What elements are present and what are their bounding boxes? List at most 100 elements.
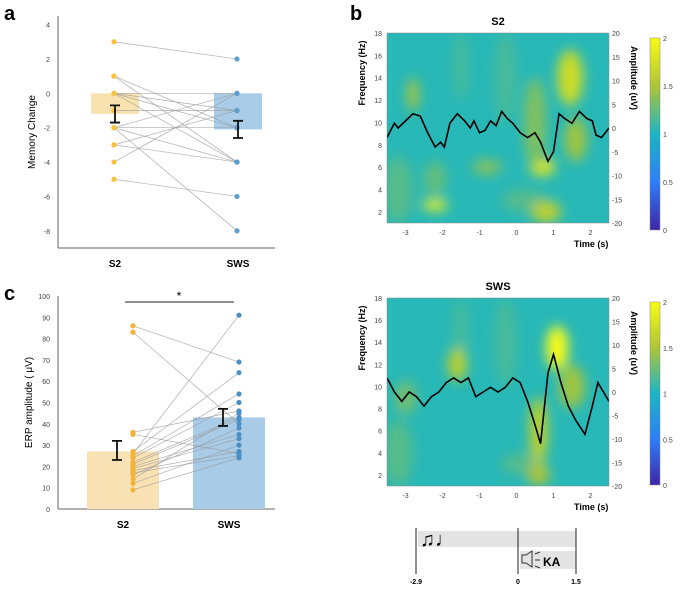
plot-frame <box>386 297 610 487</box>
x-axis-label: Time (s) <box>574 502 608 512</box>
colorbar-tick-label: 1 <box>663 132 667 139</box>
bar-sws <box>193 417 265 509</box>
pair-line <box>132 412 240 480</box>
power-hotspot <box>448 347 467 381</box>
x-axis-label: Time (s) <box>574 239 608 249</box>
colorbar-tick-label: 2 <box>663 36 667 43</box>
colorbar-tick-label: 1 <box>663 392 667 399</box>
y2-tick-label: 20 <box>612 296 620 303</box>
power-hotspot <box>531 200 561 223</box>
y-tick-label: 60 <box>42 379 50 386</box>
y2-tick-label: 10 <box>612 79 620 86</box>
y2-tick-label: 20 <box>612 31 620 38</box>
y-tick-label: 50 <box>42 401 50 408</box>
point-sws <box>236 448 242 455</box>
plot-title: S2 <box>491 16 504 28</box>
music-period-bar <box>418 531 576 547</box>
x-tick-label: 1 <box>552 493 556 500</box>
y-axis-label: Frequency (Hz) <box>357 40 367 105</box>
plot-frame <box>386 32 610 224</box>
y-tick-label: -6 <box>44 194 50 201</box>
y-axis-label: ERP amplitude ( μV) <box>24 357 35 448</box>
y-tick-label: 18 <box>374 31 382 38</box>
erp-trace <box>387 109 609 164</box>
power-hotspot <box>494 33 517 123</box>
y-tick-label: 100 <box>38 294 50 301</box>
x-tick-label: SWS <box>227 259 250 270</box>
colorbar-tick-label: 0.5 <box>663 180 673 187</box>
point-s2 <box>130 455 136 461</box>
bar-s2 <box>87 451 159 509</box>
point-sws <box>234 107 240 114</box>
point-sws <box>236 312 242 318</box>
y-tick-label: -8 <box>44 229 50 236</box>
stimulus-timeline: ♫♩ KA -2.9 0 1.5 <box>410 528 581 586</box>
panel-label-a: a <box>4 3 16 25</box>
power-hotspot <box>387 419 413 486</box>
point-sws <box>236 410 242 416</box>
point-sws <box>234 90 240 96</box>
stimulus-period-bar <box>520 551 576 569</box>
pair-line <box>113 144 238 163</box>
colorbar-tick-label: 2 <box>663 300 667 307</box>
point-sws <box>236 421 242 427</box>
pair-line <box>113 127 238 163</box>
y-tick-label: 2 <box>378 210 382 217</box>
error-bar <box>218 407 228 427</box>
y-tick-label: 10 <box>42 486 50 493</box>
point-sws <box>234 159 240 165</box>
pair-line <box>113 75 238 163</box>
timeline-label: 1.5 <box>571 579 581 586</box>
y-tick-label: 80 <box>42 337 50 344</box>
pair-line <box>113 93 238 163</box>
y2-axis-label: Amplitude (uV) <box>629 46 639 110</box>
colorbar-tick-label: 0.5 <box>663 437 673 444</box>
pair-line <box>132 457 240 491</box>
x-tick-label: -2 <box>439 230 445 237</box>
point-sws <box>234 56 240 62</box>
power-hotspot <box>564 116 587 162</box>
pair-line <box>132 444 240 484</box>
point-sws <box>236 416 242 423</box>
point-s2 <box>130 487 136 493</box>
error-bar <box>112 439 122 461</box>
y-tick-label: -2 <box>44 126 50 133</box>
heatmap-area <box>387 298 609 486</box>
y-tick-label: 0 <box>46 91 50 98</box>
point-sws <box>236 442 242 448</box>
pair-line <box>132 438 240 469</box>
colorbar-tick-label: 1.5 <box>663 346 673 353</box>
pair-line <box>132 417 240 463</box>
pair-line <box>113 127 238 232</box>
x-tick-label: 2 <box>589 230 593 237</box>
pair-line <box>132 372 240 452</box>
y-tick-label: 16 <box>374 53 382 60</box>
y-tick-label: 14 <box>374 76 382 83</box>
point-s2 <box>111 159 117 165</box>
pair-line <box>113 41 238 60</box>
power-hotspot <box>407 77 419 112</box>
y-tick-label: 18 <box>374 296 382 303</box>
panel-label-c: c <box>4 283 15 305</box>
speaker-icon <box>521 550 541 569</box>
y-tick-label: 40 <box>42 422 50 429</box>
y2-tick-label: -5 <box>612 150 618 157</box>
y-tick-label: 6 <box>378 429 382 436</box>
point-sws <box>236 431 242 438</box>
point-s2 <box>130 472 136 478</box>
colorbar-gradient <box>649 301 661 486</box>
pair-line <box>132 314 240 454</box>
point-sws <box>236 425 242 431</box>
point-s2 <box>130 476 136 482</box>
y-tick-label: 70 <box>42 358 50 365</box>
stimulus-label: KA <box>543 555 561 569</box>
y2-tick-label: -15 <box>612 197 622 204</box>
y2-tick-label: 0 <box>612 390 616 397</box>
y-tick-label: 90 <box>42 315 50 322</box>
y2-tick-label: 10 <box>612 343 620 350</box>
colorbar-tick-label: 0 <box>663 483 667 490</box>
pair-line <box>132 402 240 459</box>
point-s2 <box>130 480 136 487</box>
significance-marker: * <box>177 289 182 303</box>
point-s2 <box>111 90 117 96</box>
